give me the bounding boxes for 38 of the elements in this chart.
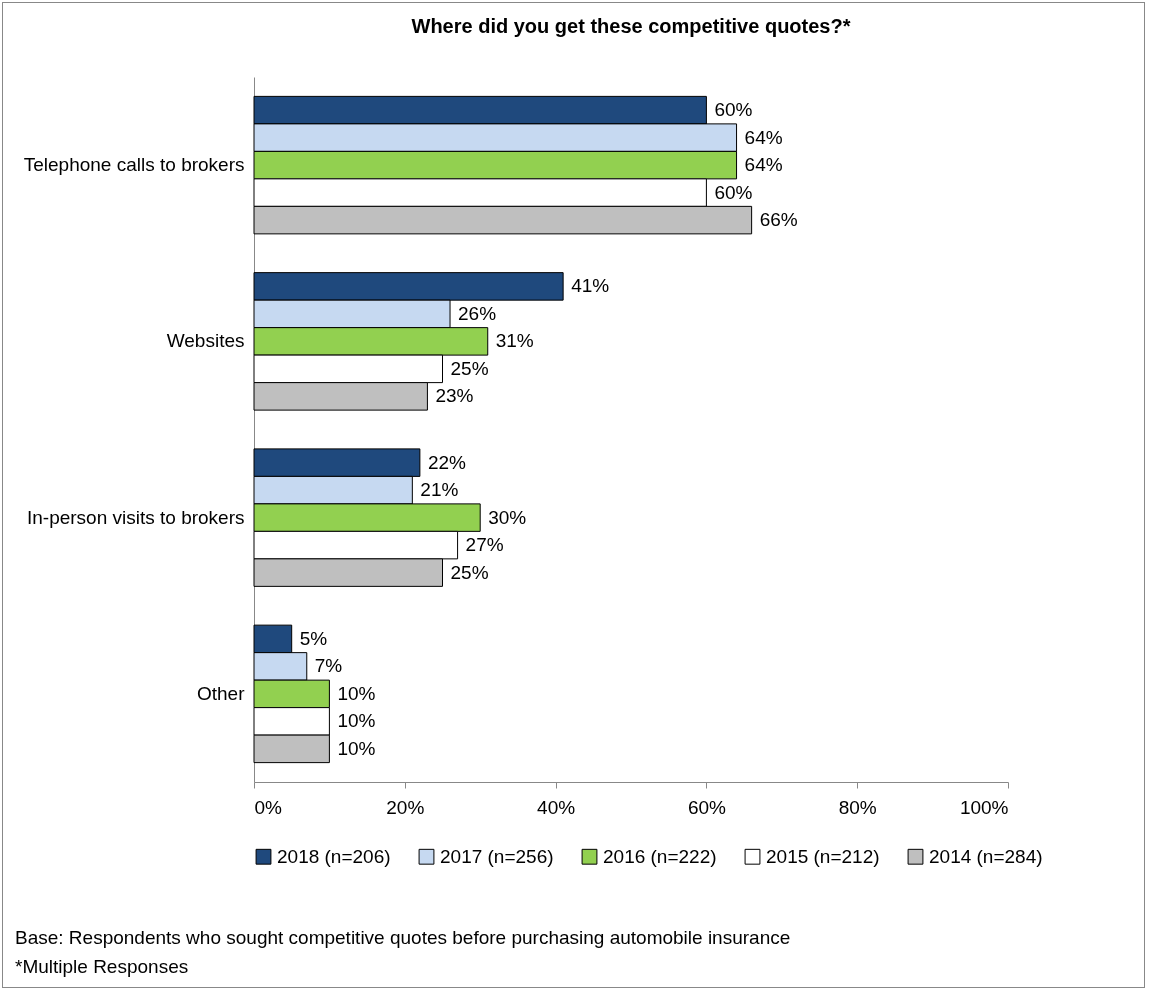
data-label: 23%: [435, 385, 474, 407]
x-tick-label: 20%: [386, 796, 425, 818]
y-tick-label: In-person visits to brokers: [26, 506, 245, 528]
legend-label: 2017 (n=256): [440, 845, 554, 867]
data-label: 22%: [427, 451, 467, 473]
data-label: 10%: [337, 682, 376, 704]
data-label: 25%: [450, 561, 489, 583]
x-tick-label: 100%: [959, 796, 1009, 818]
x-tick-label: 0%: [254, 796, 283, 818]
data-label: 30%: [488, 506, 527, 528]
legend-label: 2015 (n=212): [766, 845, 880, 867]
x-tick-label: 80%: [838, 796, 877, 818]
data-label: 60%: [714, 181, 753, 203]
data-label: 21%: [420, 479, 459, 501]
data-label: 10%: [337, 710, 376, 732]
data-label: 5%: [299, 627, 328, 649]
data-label: 60%: [714, 99, 753, 121]
data-label: 31%: [495, 330, 534, 352]
text: Base: Respondents who sought competitive quotes before purchasing automobile insurance: [15, 926, 791, 950]
x-tick-label: 40%: [537, 796, 576, 818]
text: *Multiple Responses: [15, 955, 190, 979]
legend-label: 2018 (n=206): [277, 845, 391, 867]
legend-label: 2014 (n=284): [929, 845, 1043, 867]
data-label: 7%: [314, 655, 343, 677]
data-label: 64%: [744, 126, 783, 148]
data-label: 26%: [458, 302, 497, 324]
x-tick-label: 60%: [687, 796, 727, 818]
data-label: 10%: [337, 737, 376, 759]
legend-label: 2016 (n=222): [603, 845, 717, 867]
y-tick-label: Websites: [166, 330, 245, 352]
y-tick-label: Other: [196, 682, 246, 704]
chart-title: Where did you get these competitive quotes?*: [411, 15, 851, 37]
y-tick-label: Telephone calls to brokers: [23, 154, 245, 176]
data-label: 66%: [759, 209, 798, 231]
data-label: 27%: [465, 534, 504, 556]
data-label: 41%: [571, 275, 610, 297]
data-label: 25%: [450, 357, 489, 379]
data-label: 64%: [744, 154, 783, 176]
